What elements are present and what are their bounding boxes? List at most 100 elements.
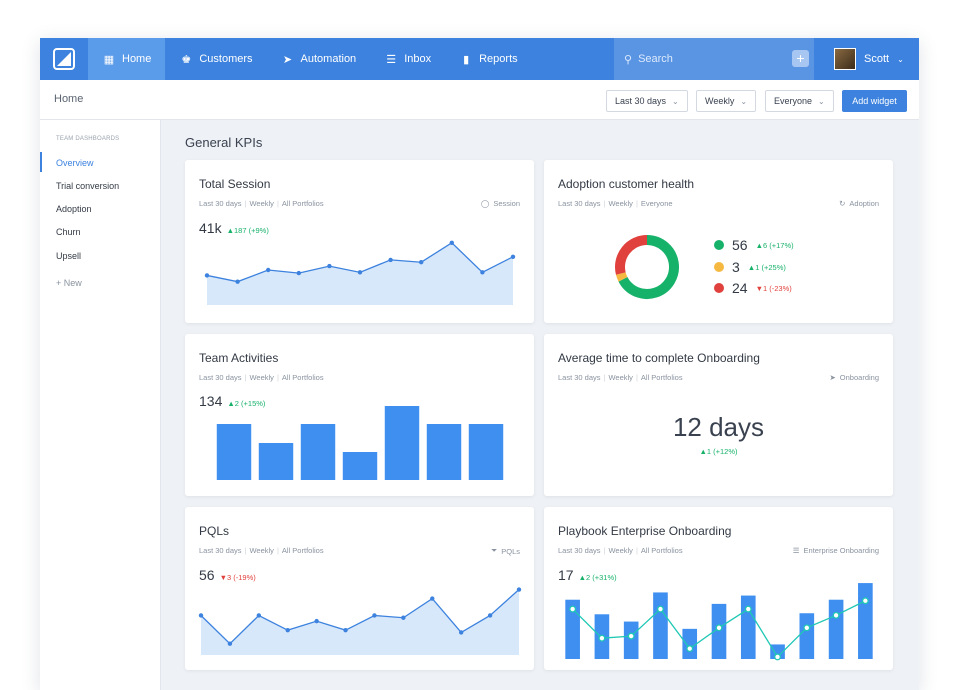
- bar: [384, 406, 420, 480]
- logo-icon: [53, 48, 75, 70]
- nav-home[interactable]: ▦ Home: [88, 38, 166, 80]
- grid-icon: ▦: [103, 53, 115, 66]
- donut-slice: [615, 272, 628, 282]
- sidebar-new-button[interactable]: + New: [56, 278, 82, 288]
- kpi-delta: ▲2 (+15%): [227, 399, 266, 408]
- kpi-value: 56 ▼3 (-19%): [199, 567, 256, 583]
- data-point: [458, 630, 464, 635]
- data-point: [657, 605, 664, 613]
- kpi-value: 17 ▲2 (+31%): [558, 567, 617, 583]
- nav-inbox[interactable]: ☰ Inbox: [370, 38, 445, 80]
- bar: [682, 628, 698, 659]
- legend-warning: 3 ▲1 (+25%): [714, 259, 786, 275]
- card-tag: ◯ Session: [481, 199, 520, 208]
- data-point: [480, 270, 485, 275]
- search-input[interactable]: ⚲ Search: [614, 38, 814, 80]
- legend-value: 24: [732, 280, 748, 296]
- data-point: [296, 270, 301, 276]
- data-point: [832, 611, 840, 619]
- data-point: [357, 270, 363, 275]
- nav-reports[interactable]: ▮ Reports: [445, 38, 532, 80]
- tag-label: Session: [493, 199, 520, 208]
- data-point: [266, 267, 271, 273]
- tag-label: PQLs: [501, 546, 520, 556]
- card-playbook[interactable]: Playbook Enterprise Onboarding Last 30 d…: [544, 507, 893, 670]
- card-total-session[interactable]: Total Session Last 30 days | Weekly | All Po…: [185, 160, 534, 323]
- search-icon: ⚲: [624, 53, 633, 66]
- active-indicator: [40, 152, 42, 172]
- data-point: [388, 257, 393, 263]
- legend-value: 3: [732, 259, 740, 275]
- card-meta: Last 30 days | Weekly | All Portfolios: [558, 546, 683, 555]
- data-point: [372, 613, 377, 618]
- page-title: General KPIs: [185, 135, 263, 150]
- nav-automation-label: Automation: [300, 53, 357, 65]
- card-tag: ↻ Adoption: [839, 199, 879, 208]
- bar: [468, 424, 504, 480]
- card-meta: Last 30 days | Weekly | All Portfolios: [199, 373, 324, 382]
- nav-inbox-label: Inbox: [404, 53, 432, 65]
- tag-label: Enterprise Onboarding: [803, 546, 879, 555]
- meta-portfolio: All Portfolios: [281, 373, 324, 382]
- meta-interval: Weekly: [249, 546, 274, 555]
- card-tag: ☰ Enterprise Onboarding: [793, 546, 879, 555]
- legend-value: 56: [732, 237, 748, 253]
- date-range-dropdown[interactable]: Last 30 days ⌄: [606, 90, 688, 112]
- logo[interactable]: [40, 38, 88, 80]
- send-icon: ➤: [829, 373, 836, 382]
- bar: [653, 592, 668, 659]
- card-title: Total Session: [199, 177, 271, 191]
- card-meta: Last 30 days | Weekly | Everyone: [558, 199, 673, 208]
- tag-label: Onboarding: [839, 373, 879, 382]
- bar: [342, 452, 378, 480]
- inbox-icon: ☰: [386, 53, 397, 66]
- nav-customers[interactable]: ♚ Customers: [165, 38, 266, 80]
- breadcrumb: Home: [54, 93, 84, 105]
- send-icon: ➤: [282, 53, 293, 66]
- data-point: [314, 618, 319, 624]
- sidebar-item-overview[interactable]: Overview: [56, 158, 94, 168]
- data-point: [401, 615, 406, 620]
- card-onboarding[interactable]: Average time to complete Onboarding Last…: [544, 334, 893, 496]
- sidebar-item-churn[interactable]: Churn: [56, 227, 81, 237]
- card-pqls[interactable]: PQLs Last 30 days | Weekly | All Portfolios …: [185, 507, 534, 670]
- user-menu[interactable]: Scott ⌄: [818, 38, 919, 80]
- meta-portfolio: All Portfolios: [281, 199, 324, 208]
- bar: [258, 443, 294, 480]
- circle-icon: ◯: [480, 199, 490, 208]
- card-adoption[interactable]: Adoption customer health Last 30 days | We…: [544, 160, 893, 323]
- card-team-activities[interactable]: Team Activities Last 30 days | Weekly | All …: [185, 334, 534, 496]
- donut-chart: [615, 235, 679, 299]
- data-point: [449, 240, 454, 245]
- nav-home-label: Home: [122, 53, 152, 65]
- meta-portfolio: All Portfolios: [640, 546, 683, 555]
- interval-dropdown[interactable]: Weekly ⌄: [696, 90, 757, 112]
- kpi-delta: ▲2 (+31%): [578, 573, 617, 582]
- area-fill: [201, 589, 519, 655]
- data-point: [627, 632, 635, 640]
- list-icon: ☰: [792, 546, 800, 555]
- kpi-number: 134: [199, 393, 223, 409]
- user-name: Scott: [864, 53, 890, 65]
- card-meta: Last 30 days | Weekly | All Portfolios: [199, 199, 324, 208]
- interval-label: Weekly: [705, 96, 735, 106]
- add-widget-button[interactable]: Add widget: [842, 90, 907, 112]
- meta-interval: Weekly: [608, 373, 633, 382]
- add-button[interactable]: +: [792, 50, 809, 67]
- meta-interval: Weekly: [608, 199, 633, 208]
- data-point: [256, 613, 262, 618]
- nav-automation[interactable]: ➤ Automation: [267, 38, 371, 80]
- sidebar-item-trial-conversion[interactable]: Trial conversion: [56, 181, 120, 191]
- top-nav: ▦ Home ♚ Customers ➤ Automation ☰ Inbox …: [40, 38, 919, 80]
- card-title: Playbook Enterprise Onboarding: [558, 524, 732, 538]
- sidebar-item-adoption[interactable]: Adoption: [56, 204, 92, 214]
- data-point: [861, 597, 869, 605]
- sidebar-item-upsell[interactable]: Upsell: [56, 251, 82, 261]
- kpi-value: 41k ▲187 (+9%): [199, 220, 269, 236]
- data-point: [569, 605, 577, 613]
- bar: [770, 644, 785, 659]
- bar: [565, 599, 580, 659]
- donut-slice: [618, 235, 679, 299]
- combo-chart: [565, 583, 873, 661]
- audience-dropdown[interactable]: Everyone ⌄: [765, 90, 834, 112]
